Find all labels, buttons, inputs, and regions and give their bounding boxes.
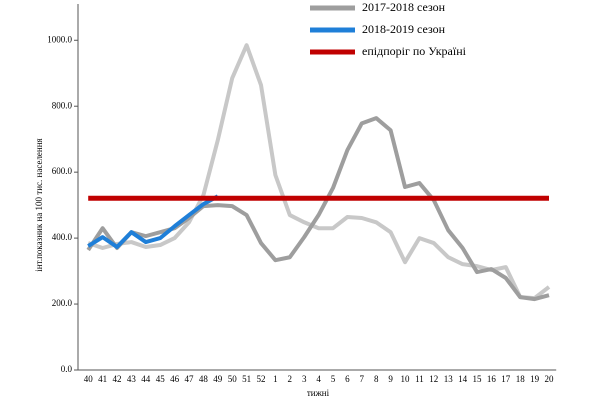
x-tick-label: 41 [98, 374, 107, 384]
legend-label: 2018-2019 сезон [362, 22, 446, 36]
x-tick-label: 15 [473, 374, 483, 384]
x-tick-label: 40 [84, 374, 94, 384]
x-tick-label: 11 [415, 374, 424, 384]
x-tick-label: 5 [331, 374, 336, 384]
x-tick-label: 51 [242, 374, 251, 384]
x-tick-label: 19 [530, 374, 540, 384]
x-tick-label: 12 [429, 374, 438, 384]
y-tick-label: 600.0 [52, 166, 73, 176]
x-tick-label: 50 [228, 374, 238, 384]
y-tick-label: 1000.0 [47, 34, 72, 44]
x-tick-label: 9 [388, 374, 393, 384]
series-line [87, 43, 551, 301]
x-tick-label: 46 [170, 374, 180, 384]
x-tick-label: 8 [374, 374, 379, 384]
x-tick-label: 47 [185, 374, 195, 384]
series-line [87, 194, 219, 250]
x-tick-label: 2 [288, 374, 293, 384]
legend-label: епідпоріг по Україні [362, 44, 467, 58]
x-tick-label: 49 [213, 374, 223, 384]
x-tick-label: 43 [127, 374, 137, 384]
x-tick-label: 6 [345, 374, 350, 384]
x-tick-label: 16 [487, 374, 497, 384]
x-tick-label: 10 [401, 374, 411, 384]
y-tick-label: 400.0 [52, 232, 73, 242]
x-tick-label: 48 [199, 374, 209, 384]
x-tick-label: 13 [444, 374, 454, 384]
y-tick-label: 200.0 [52, 298, 73, 308]
y-tick-label: 0.0 [61, 364, 73, 374]
x-tick-label: 52 [257, 374, 266, 384]
x-axis-label: тижні [307, 388, 330, 398]
y-axis-label: інт.показник на 100 тис. населення [34, 138, 44, 271]
legend-label: 2017-2018 сезон [362, 0, 446, 14]
x-tick-label: 44 [141, 374, 151, 384]
series-line [86, 116, 550, 302]
x-tick-label: 45 [156, 374, 166, 384]
x-tick-label: 18 [516, 374, 526, 384]
y-tick-label: 800.0 [52, 100, 73, 110]
x-tick-label: 20 [545, 374, 555, 384]
x-tick-label: 4 [316, 374, 321, 384]
x-tick-label: 42 [113, 374, 122, 384]
x-tick-label: 1 [273, 374, 278, 384]
x-tick-label: 14 [458, 374, 468, 384]
x-tick-label: 7 [360, 374, 365, 384]
x-tick-label: 17 [501, 374, 511, 384]
x-tick-label: 3 [302, 374, 307, 384]
